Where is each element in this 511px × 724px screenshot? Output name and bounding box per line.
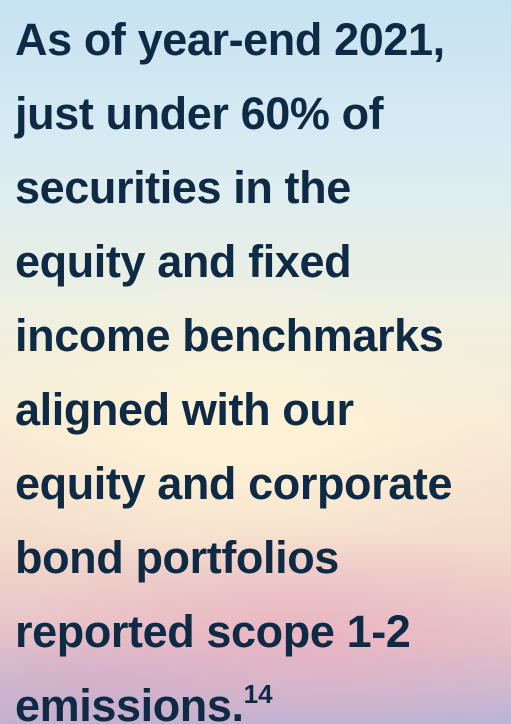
text-line-content: aligned with our bbox=[15, 384, 354, 435]
text-line-content: securities in the bbox=[15, 162, 351, 213]
text-line: bond portfolios bbox=[15, 521, 511, 595]
text-line-content: As of year-end 2021, bbox=[15, 14, 445, 65]
text-line: reported scope 1-2 bbox=[15, 595, 511, 669]
text-line-content: equity and corporate bbox=[15, 458, 453, 509]
text-line-content: reported scope 1-2 bbox=[15, 606, 411, 657]
text-line: income benchmarks bbox=[15, 299, 511, 373]
text-line: just under 60% of bbox=[15, 77, 511, 151]
text-line-content: just under 60% of bbox=[15, 88, 384, 139]
text-line: emissions.14 bbox=[15, 669, 511, 724]
text-line-content: income benchmarks bbox=[15, 310, 444, 361]
text-line: equity and fixed bbox=[15, 225, 511, 299]
text-line-content: bond portfolios bbox=[15, 532, 339, 583]
text-line: As of year-end 2021, bbox=[15, 3, 511, 77]
text-line-content: equity and fixed bbox=[15, 236, 352, 287]
text-line: equity and corporate bbox=[15, 447, 511, 521]
text-line: aligned with our bbox=[15, 373, 511, 447]
footnote-ref: 14 bbox=[243, 679, 273, 709]
text-line-content: emissions. bbox=[15, 680, 244, 724]
text-line: securities in the bbox=[15, 151, 511, 225]
